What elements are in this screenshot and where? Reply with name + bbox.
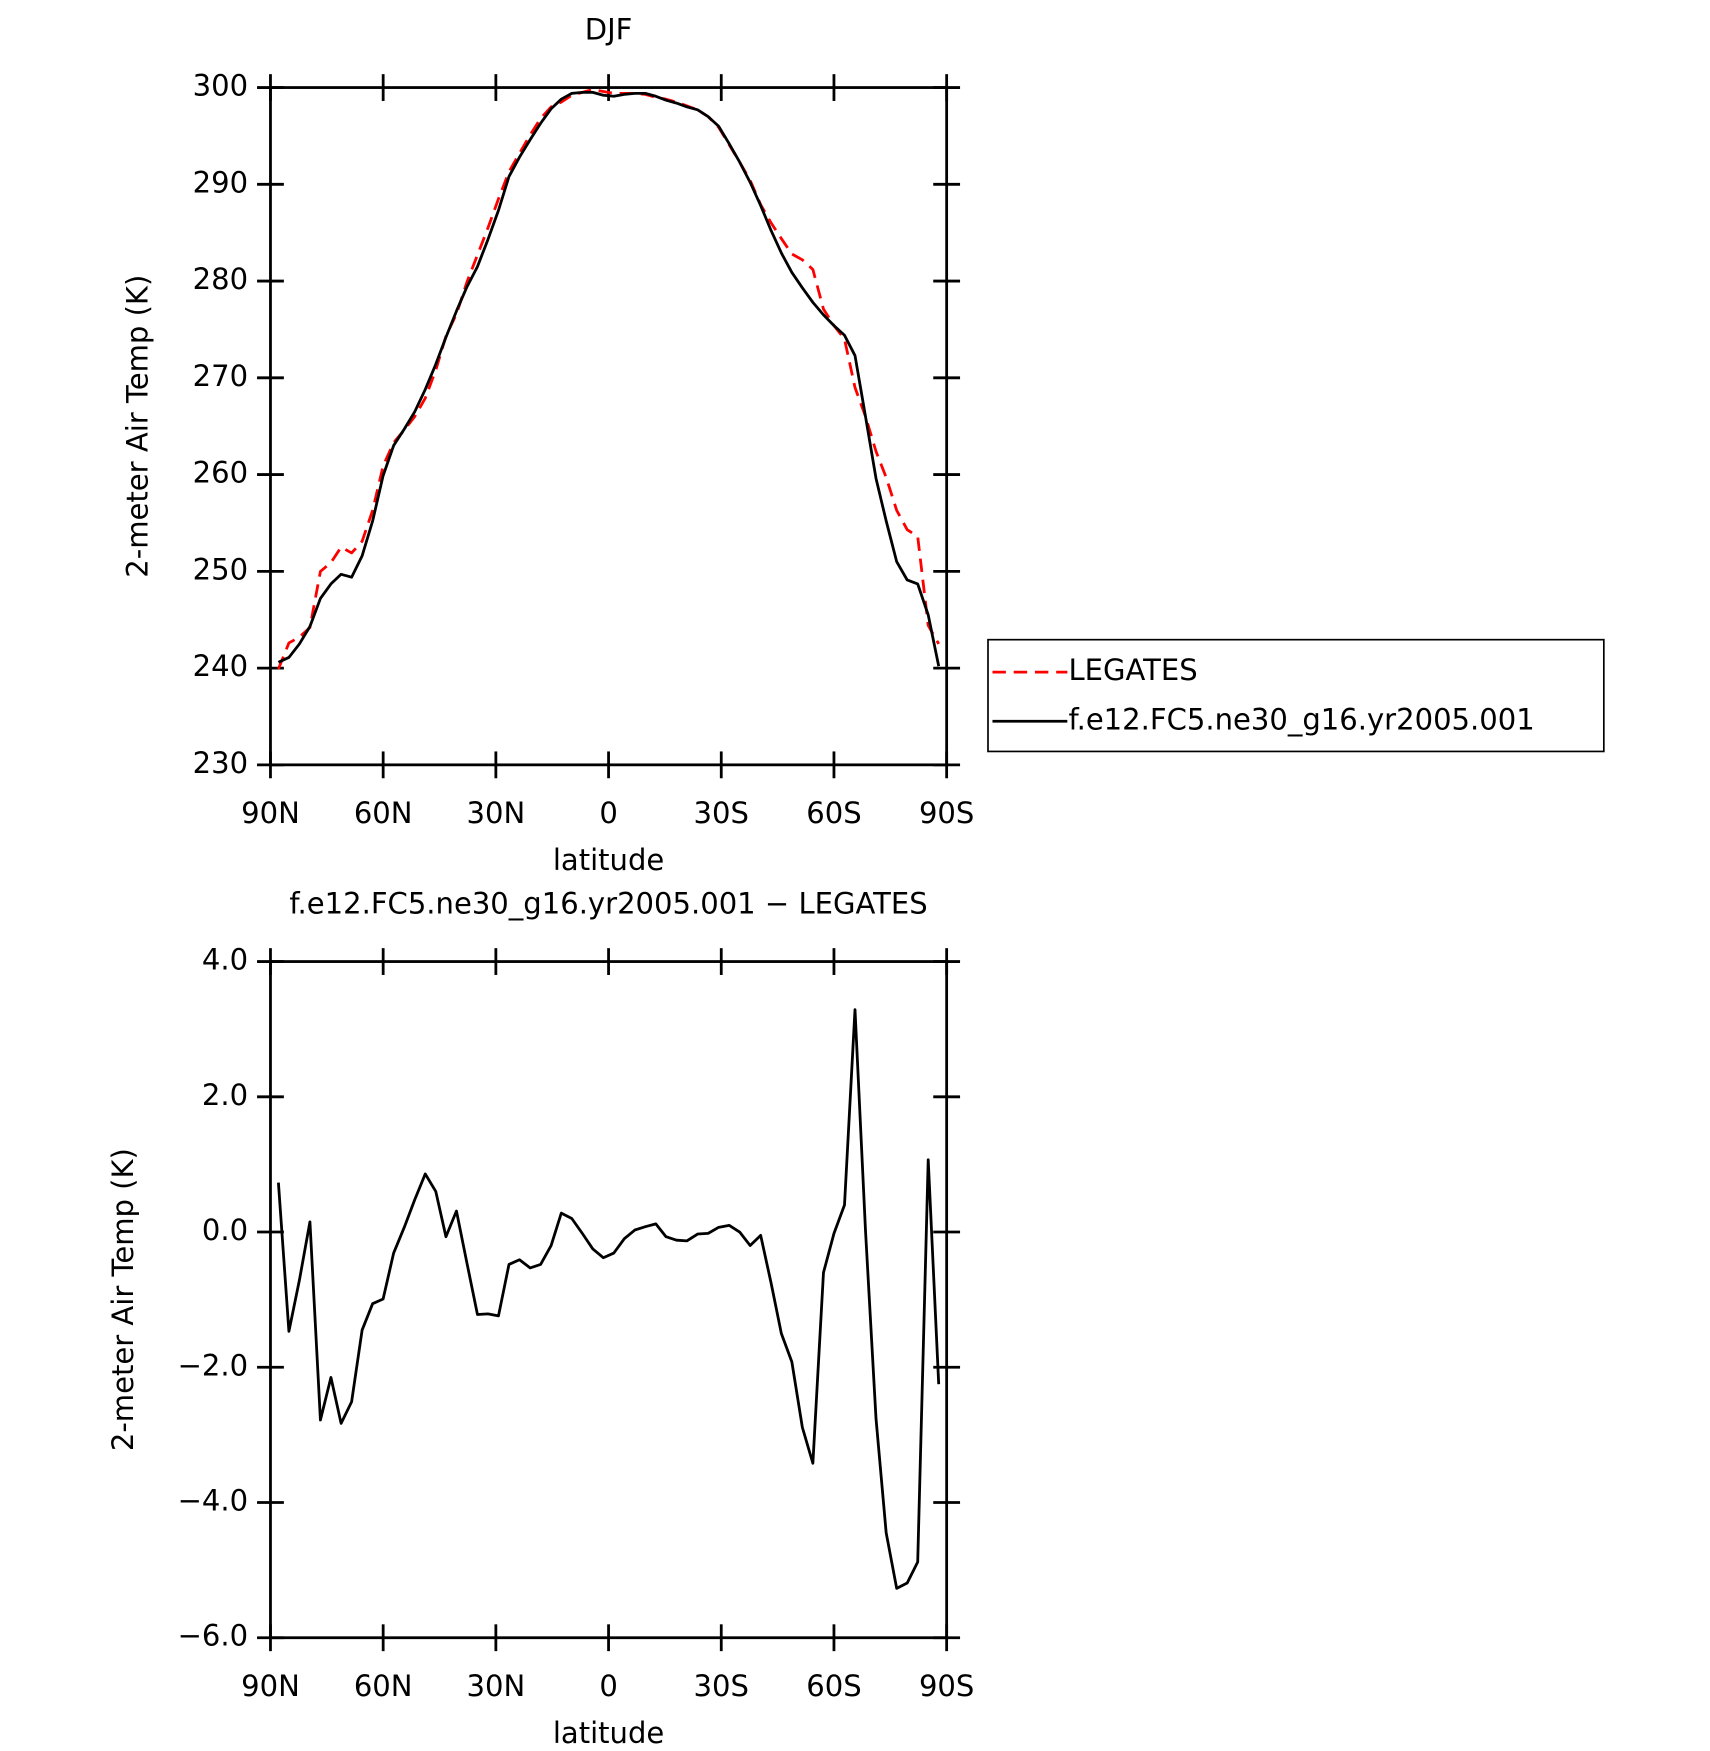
y-axis-label: 2-meter Air Temp (K) (121, 275, 155, 578)
y-tick-label: 2.0 (202, 1078, 248, 1112)
y-tick-label: 280 (193, 262, 248, 296)
x-tick-label: 60S (806, 1669, 861, 1703)
x-tick-label: 90S (919, 796, 974, 830)
data-line (277, 1008, 941, 1590)
x-tick-label: 30N (467, 1669, 526, 1703)
y-axis-label: 2-meter Air Temp (K) (106, 1148, 140, 1451)
y-tick-label: 4.0 (202, 943, 248, 977)
x-tick-label: 60N (354, 1669, 413, 1703)
x-tick-label: 60S (806, 796, 861, 830)
x-tick-label: 0 (599, 1669, 617, 1703)
y-tick-label: 0.0 (202, 1213, 248, 1247)
chart-title: f.e12.FC5.ne30_g16.yr2005.001 − LEGATES (289, 887, 927, 921)
x-tick-label: 30S (694, 1669, 749, 1703)
y-tick-label: 300 (193, 69, 248, 103)
x-axis-label: latitude (553, 843, 664, 877)
y-tick-label: 240 (193, 649, 248, 683)
y-tick-label: 230 (193, 746, 248, 780)
x-tick-label: 90N (241, 1669, 300, 1703)
legend-label: LEGATES (1068, 653, 1197, 687)
chart-title: DJF (585, 13, 633, 47)
y-tick-label: 290 (193, 165, 248, 199)
x-tick-label: 30N (467, 796, 526, 830)
data-line (277, 90, 941, 667)
x-tick-label: 0 (599, 796, 617, 830)
y-tick-label: 270 (193, 359, 248, 393)
data-line (277, 88, 940, 670)
x-tick-label: 90S (919, 1669, 974, 1703)
x-tick-label: 90N (241, 796, 300, 830)
plot-frame (269, 960, 949, 1640)
x-tick-label: 30S (694, 796, 749, 830)
y-tick-label: 250 (193, 552, 248, 586)
x-axis-label: latitude (553, 1716, 664, 1750)
y-tick-label: 260 (193, 456, 248, 490)
y-tick-label: −6.0 (178, 1619, 249, 1653)
y-tick-label: −2.0 (178, 1348, 249, 1382)
legend-box (987, 638, 1605, 753)
plot-frame (269, 86, 949, 767)
x-tick-label: 60N (354, 796, 413, 830)
y-tick-label: −4.0 (178, 1484, 249, 1518)
legend-label: f.e12.FC5.ne30_g16.yr2005.001 (1068, 702, 1534, 736)
